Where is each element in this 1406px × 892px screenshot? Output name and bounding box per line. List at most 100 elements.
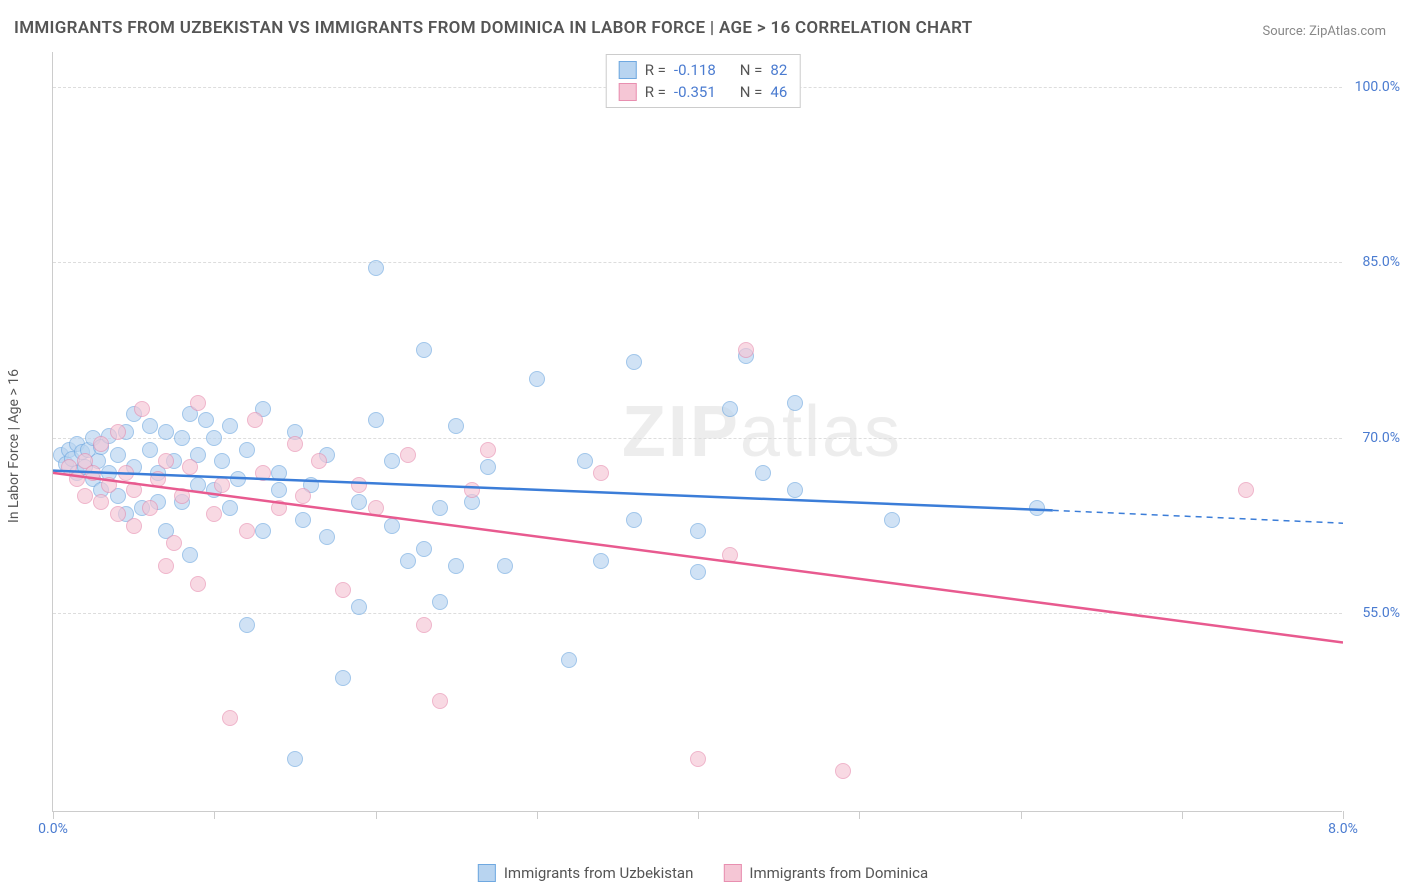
scatter-point xyxy=(464,482,480,498)
scatter-point xyxy=(166,535,182,551)
scatter-point xyxy=(529,371,545,387)
scatter-point xyxy=(158,424,174,440)
xtick xyxy=(1343,811,1344,819)
scatter-point xyxy=(287,436,303,452)
scatter-point xyxy=(77,488,93,504)
ytick-label: 70.0% xyxy=(1348,430,1400,446)
scatter-point xyxy=(230,471,246,487)
scatter-point xyxy=(101,477,117,493)
scatter-point xyxy=(626,354,642,370)
scatter-point xyxy=(384,453,400,469)
scatter-point xyxy=(110,506,126,522)
scatter-point xyxy=(182,547,198,563)
xtick xyxy=(376,811,377,819)
ytick-label: 85.0% xyxy=(1348,254,1400,270)
scatter-point xyxy=(206,430,222,446)
scatter-point xyxy=(126,482,142,498)
ytick-label: 100.0% xyxy=(1348,79,1400,95)
scatter-point xyxy=(239,523,255,539)
scatter-point xyxy=(400,553,416,569)
scatter-point xyxy=(722,401,738,417)
scatter-point xyxy=(255,523,271,539)
scatter-point xyxy=(182,459,198,475)
scatter-point xyxy=(214,453,230,469)
scatter-point xyxy=(368,260,384,276)
scatter-point xyxy=(432,693,448,709)
legend-row-series-1: R = -0.118 N = 82 xyxy=(619,59,788,81)
scatter-point xyxy=(93,494,109,510)
scatter-point xyxy=(247,412,263,428)
scatter-point xyxy=(118,465,134,481)
swatch-icon xyxy=(478,864,496,882)
scatter-point xyxy=(432,594,448,610)
scatter-point xyxy=(295,512,311,528)
legend-item-series-1: Immigrants from Uzbekistan xyxy=(478,864,694,882)
scatter-point xyxy=(351,477,367,493)
scatter-point xyxy=(432,500,448,516)
scatter-point xyxy=(93,436,109,452)
scatter-point xyxy=(222,500,238,516)
scatter-point xyxy=(222,710,238,726)
scatter-point xyxy=(142,442,158,458)
scatter-point xyxy=(351,494,367,510)
watermark: ZIPatlas xyxy=(622,391,902,473)
swatch-icon xyxy=(619,83,637,101)
scatter-point xyxy=(593,465,609,481)
gridline xyxy=(53,438,1342,439)
plot-area: ZIPatlas 55.0%70.0%85.0%100.0%0.0%8.0% xyxy=(52,52,1342,812)
source-label: Source: ZipAtlas.com xyxy=(1262,24,1386,39)
scatter-point xyxy=(787,482,803,498)
chart-title: IMMIGRANTS FROM UZBEKISTAN VS IMMIGRANTS… xyxy=(14,18,972,38)
xtick xyxy=(1021,811,1022,819)
xtick xyxy=(1182,811,1183,819)
scatter-point xyxy=(206,506,222,522)
scatter-point xyxy=(690,564,706,580)
scatter-point xyxy=(368,412,384,428)
scatter-point xyxy=(1029,500,1045,516)
scatter-point xyxy=(271,465,287,481)
scatter-point xyxy=(174,430,190,446)
scatter-point xyxy=(319,529,335,545)
series-legend: Immigrants from Uzbekistan Immigrants fr… xyxy=(478,864,928,882)
scatter-point xyxy=(239,442,255,458)
xtick xyxy=(53,811,54,819)
scatter-point xyxy=(190,477,206,493)
ytick-label: 55.0% xyxy=(1348,605,1400,621)
scatter-point xyxy=(448,558,464,574)
scatter-point xyxy=(110,424,126,440)
scatter-point xyxy=(368,500,384,516)
scatter-point xyxy=(85,465,101,481)
scatter-point xyxy=(271,482,287,498)
scatter-point xyxy=(287,751,303,767)
scatter-point xyxy=(335,582,351,598)
scatter-point xyxy=(561,652,577,668)
scatter-point xyxy=(593,553,609,569)
scatter-point xyxy=(295,488,311,504)
scatter-point xyxy=(577,453,593,469)
correlation-legend: R = -0.118 N = 82 R = -0.351 N = 46 xyxy=(606,54,801,108)
xtick-label: 0.0% xyxy=(38,821,68,837)
scatter-point xyxy=(480,442,496,458)
scatter-point xyxy=(190,395,206,411)
scatter-point xyxy=(738,342,754,358)
scatter-point xyxy=(884,512,900,528)
gridline xyxy=(53,613,1342,614)
xtick xyxy=(537,811,538,819)
scatter-point xyxy=(690,523,706,539)
legend-row-series-2: R = -0.351 N = 46 xyxy=(619,81,788,103)
xtick-label: 8.0% xyxy=(1328,821,1358,837)
xtick xyxy=(214,811,215,819)
legend-item-series-2: Immigrants from Dominica xyxy=(723,864,928,882)
swatch-icon xyxy=(619,61,637,79)
scatter-point xyxy=(416,617,432,633)
scatter-point xyxy=(198,412,214,428)
gridline xyxy=(53,262,1342,263)
scatter-point xyxy=(351,599,367,615)
scatter-point xyxy=(222,418,238,434)
scatter-point xyxy=(416,342,432,358)
scatter-point xyxy=(690,751,706,767)
xtick xyxy=(698,811,699,819)
scatter-point xyxy=(158,453,174,469)
scatter-point xyxy=(158,558,174,574)
scatter-point xyxy=(174,488,190,504)
